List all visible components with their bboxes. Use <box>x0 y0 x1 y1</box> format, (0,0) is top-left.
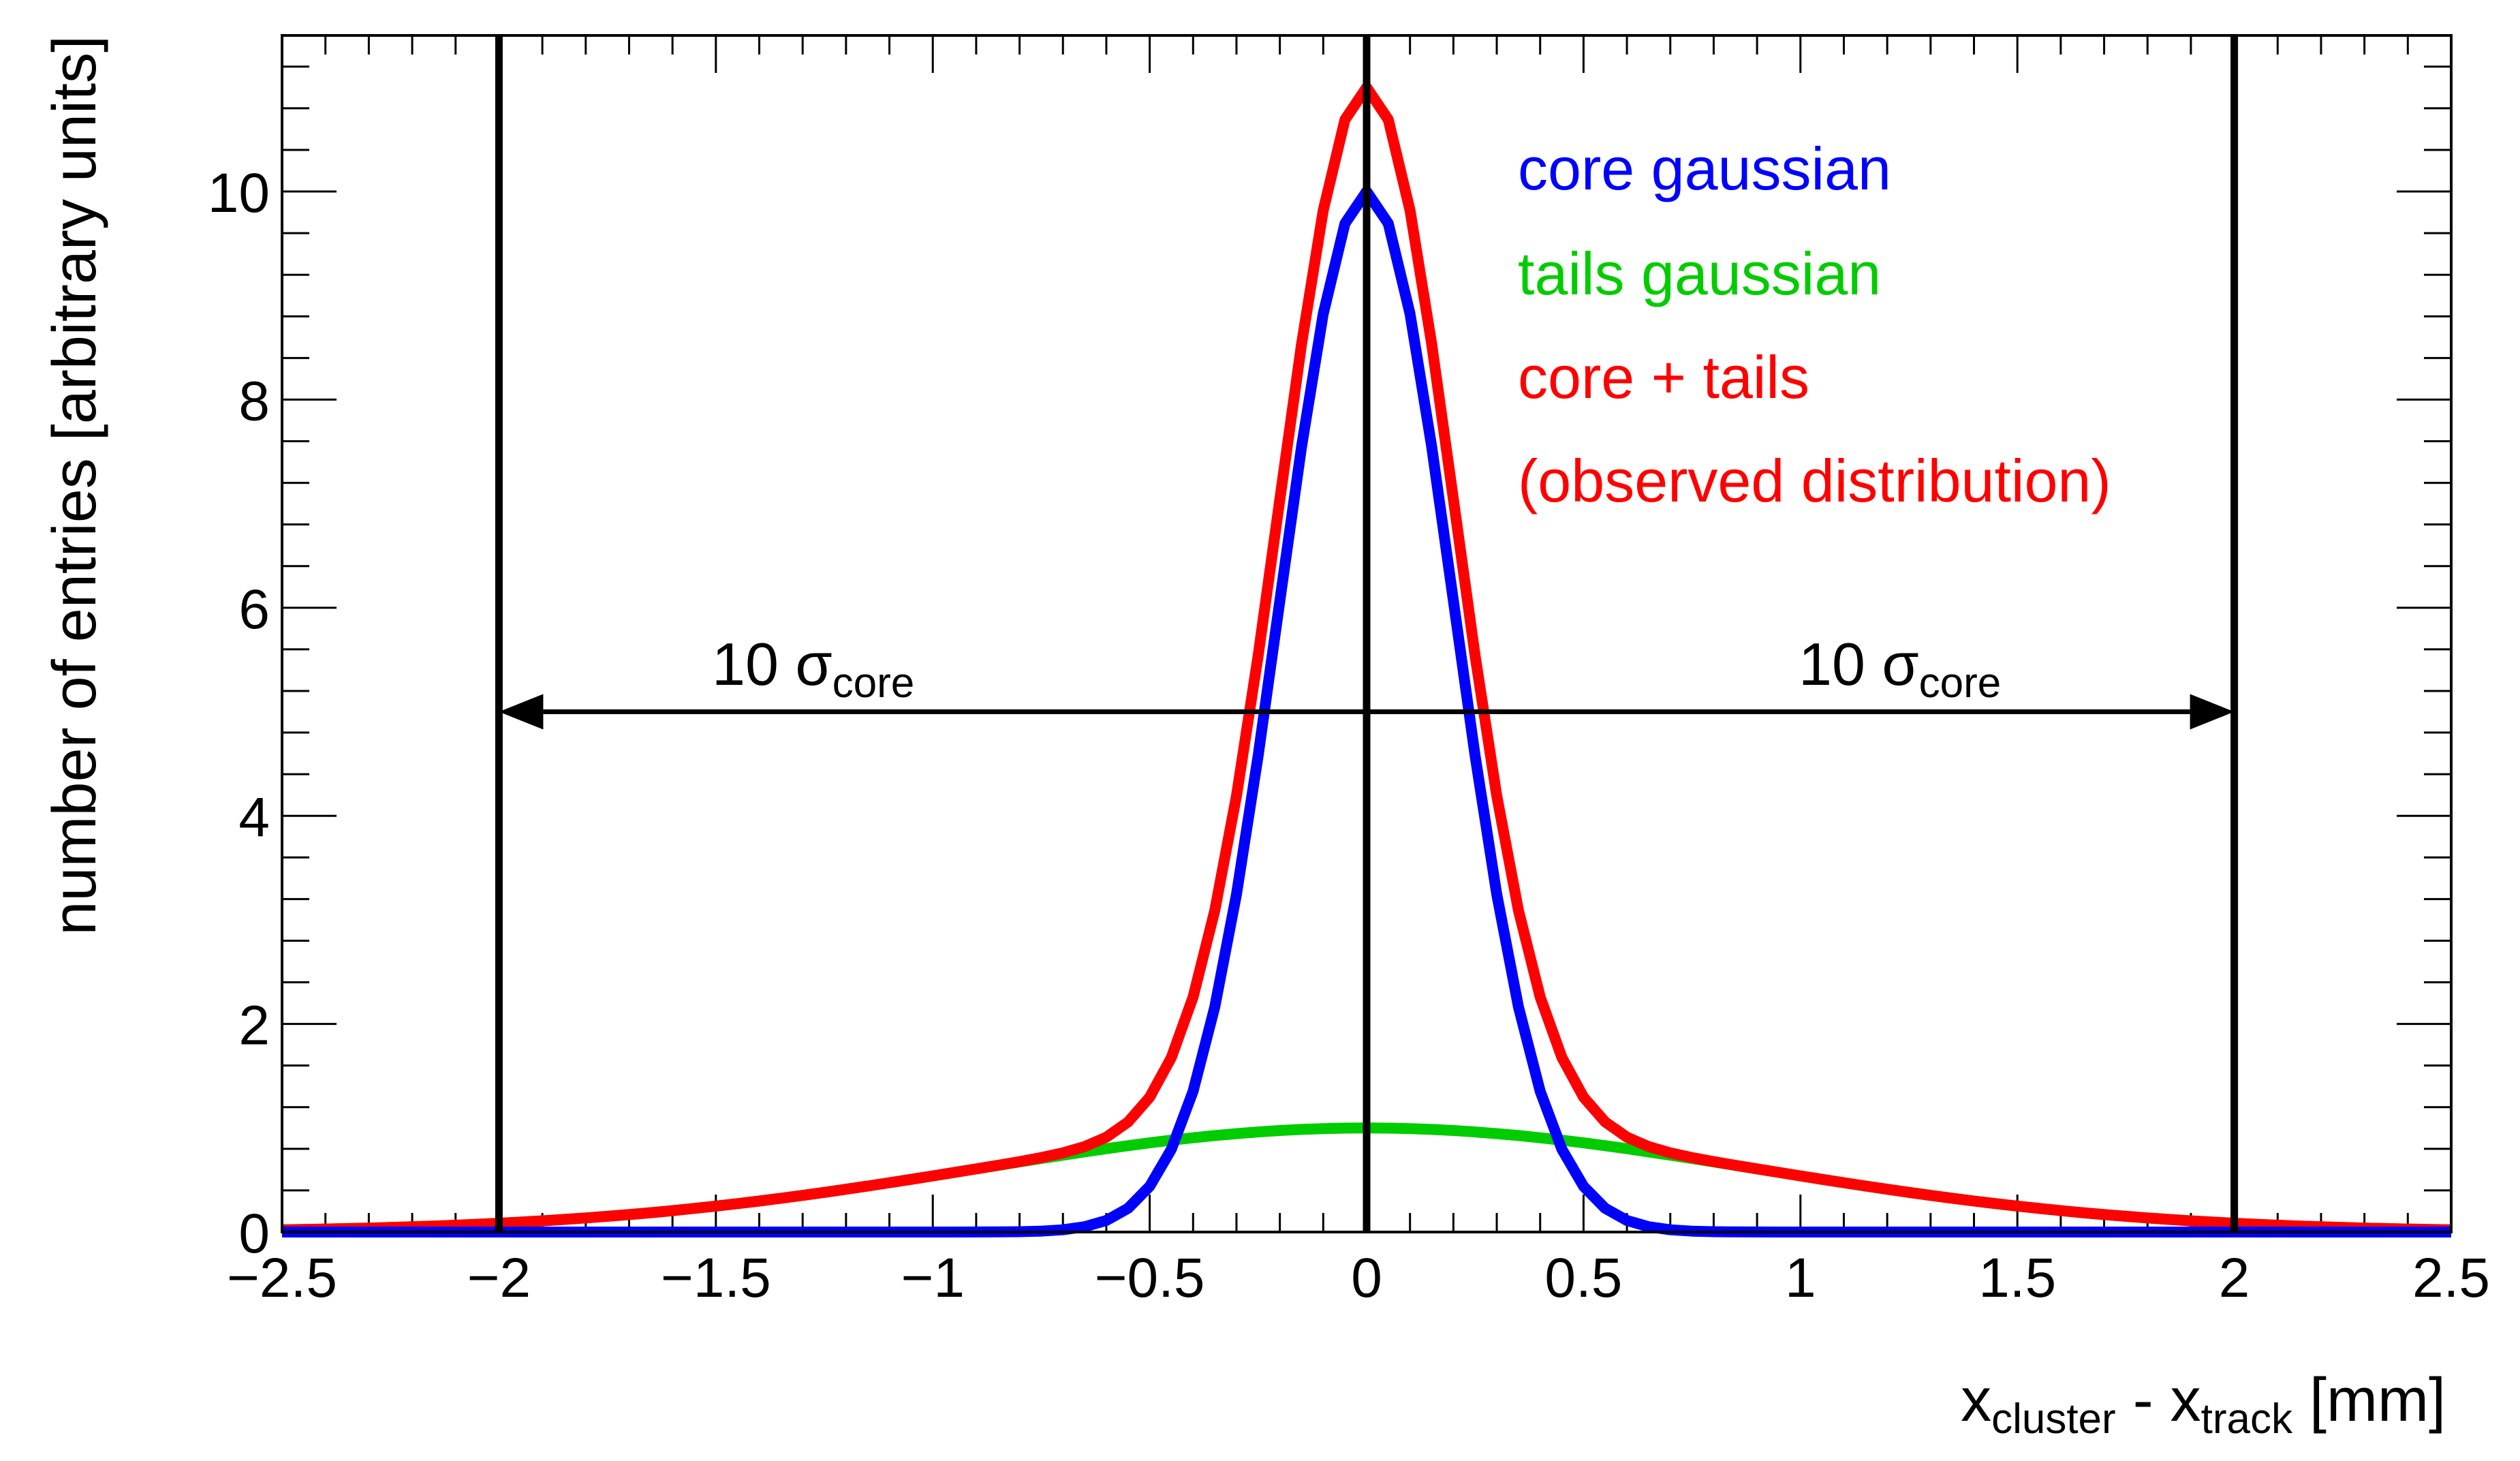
y-tick-label: 10 <box>208 162 270 224</box>
arrow-label-left-main: 10 σ <box>712 630 833 698</box>
y-axis-title: number of entries [arbitrary units] <box>41 35 109 936</box>
x-tick-label: 1.5 <box>1978 1247 2056 1309</box>
y-tick-label: 6 <box>238 579 270 641</box>
legend: core gaussian tails gaussian core + tail… <box>1518 135 2111 514</box>
x-tick-label: −2.5 <box>227 1247 337 1309</box>
x-axis-title: xcluster - xtrack [mm] <box>1961 1366 2446 1443</box>
x-tick-label: −1 <box>901 1247 965 1309</box>
x-tick-label: 2.5 <box>2412 1247 2490 1309</box>
legend-entry-core: core gaussian <box>1518 135 1891 202</box>
x-tick-label: −1.5 <box>661 1247 771 1309</box>
arrow-label-right-sub: core <box>1919 660 2002 707</box>
legend-entry-sum: core + tails <box>1518 343 1809 411</box>
arrow-head <box>499 694 544 730</box>
arrows-layer <box>499 694 2235 730</box>
x-tick-label: −2 <box>467 1247 531 1309</box>
x-axis-title-main1: x <box>1961 1366 1991 1434</box>
x-axis-title-tail: [mm] <box>2292 1366 2446 1434</box>
x-tick-label: 2 <box>2219 1247 2250 1309</box>
x-axis-title-mid: - x <box>2116 1366 2201 1434</box>
y-tick-label: 4 <box>238 786 270 848</box>
y-tick-label: 0 <box>238 1203 270 1265</box>
x-tick-label: 1 <box>1785 1247 1816 1309</box>
y-tick-label: 8 <box>238 370 270 432</box>
x-axis-title-sub2: track <box>2201 1396 2293 1443</box>
arrow-label-right: 10 σcore <box>1799 630 2001 707</box>
x-axis-title-sub1: cluster <box>1991 1396 2116 1443</box>
arrow-label-left: 10 σcore <box>712 630 914 707</box>
arrow-label-left-sub: core <box>833 660 915 707</box>
y-tick-label: 2 <box>238 995 270 1057</box>
legend-entry-observed: (observed distribution) <box>1518 447 2111 514</box>
arrow-label-right-main: 10 σ <box>1799 630 1919 698</box>
legend-entry-tails: tails gaussian <box>1518 240 1881 307</box>
arrow-head <box>2190 694 2235 730</box>
x-tick-labels: −2.5 −2 −1.5 −1 −0.5 0 0.5 1 1.5 2 2.5 <box>227 1247 2490 1309</box>
x-tick-label: −0.5 <box>1095 1247 1205 1309</box>
reference-lines-layer <box>495 35 2239 1232</box>
x-tick-label: 0.5 <box>1544 1247 1622 1309</box>
x-tick-label: 0 <box>1351 1247 1382 1309</box>
plot-frame <box>281 34 2453 1233</box>
y-tick-labels: 0 2 4 6 8 10 <box>208 162 270 1265</box>
